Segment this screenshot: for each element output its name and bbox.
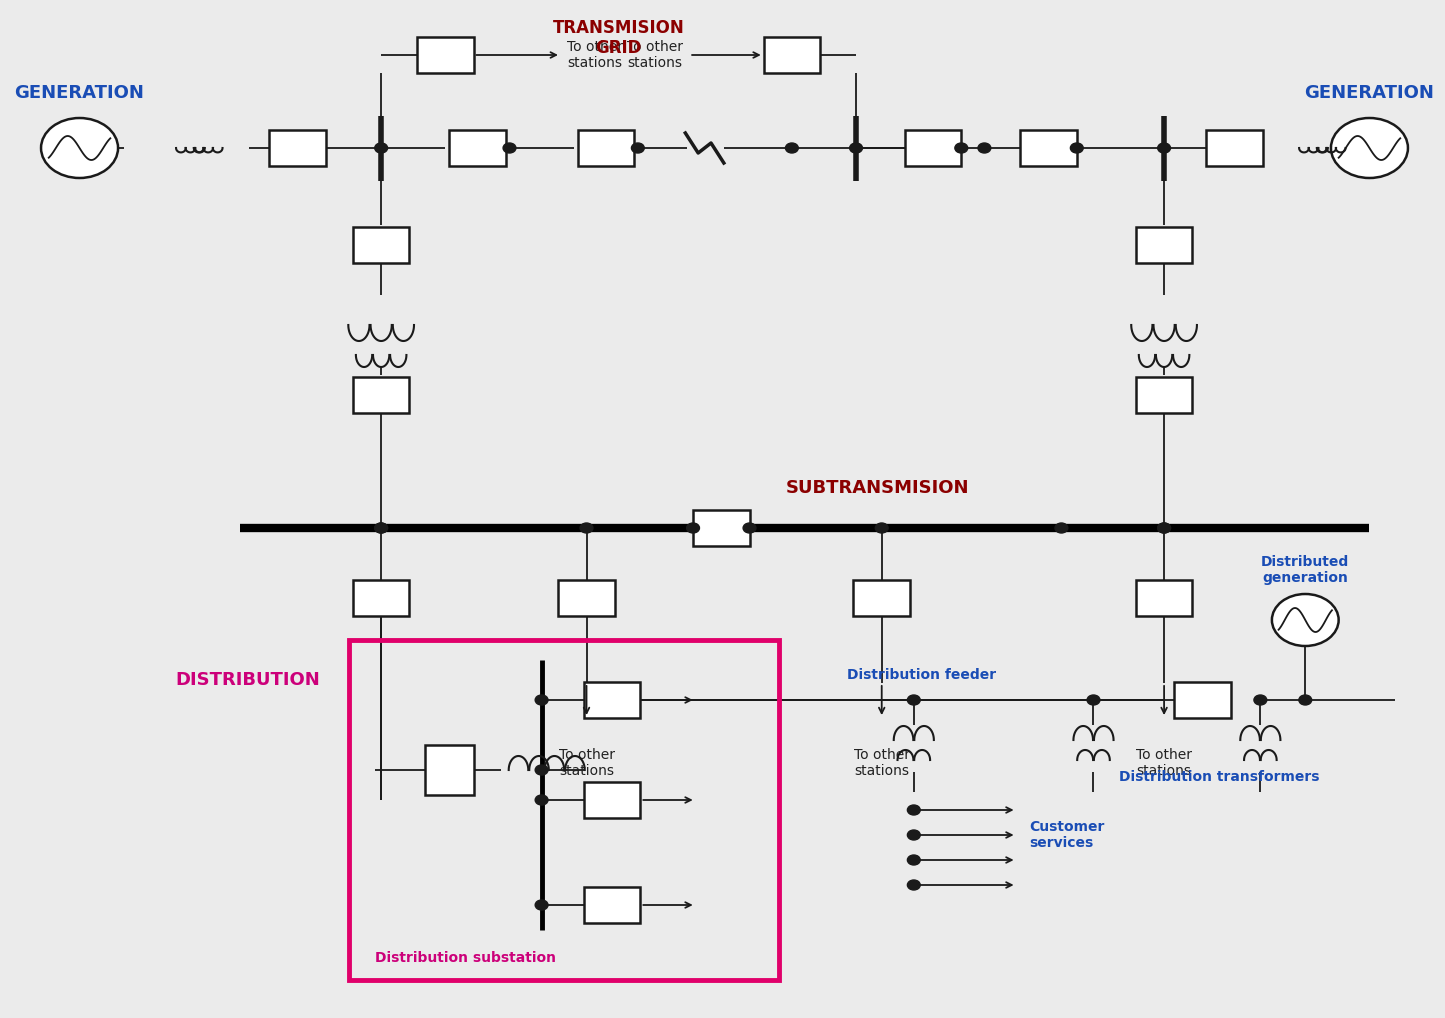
Circle shape — [1071, 143, 1084, 153]
Bar — [694, 510, 750, 546]
Bar — [353, 580, 409, 616]
Circle shape — [907, 855, 920, 865]
Bar — [584, 887, 640, 923]
Circle shape — [1254, 695, 1267, 705]
Text: Customer
services: Customer services — [1029, 819, 1104, 850]
Bar — [350, 640, 779, 980]
Text: Distributed
generation: Distributed generation — [1261, 555, 1350, 585]
Circle shape — [786, 143, 798, 153]
Circle shape — [535, 900, 548, 910]
Circle shape — [907, 805, 920, 815]
Circle shape — [374, 523, 387, 533]
Circle shape — [535, 765, 548, 775]
Bar — [418, 37, 474, 73]
Bar — [270, 130, 327, 166]
Text: SUBTRANSMISION: SUBTRANSMISION — [786, 479, 970, 497]
Text: To other
stations: To other stations — [627, 40, 683, 70]
Text: To other
stations: To other stations — [559, 748, 614, 778]
Circle shape — [1331, 118, 1407, 178]
Circle shape — [876, 523, 889, 533]
Circle shape — [1157, 523, 1170, 533]
Circle shape — [686, 523, 699, 533]
Circle shape — [631, 143, 644, 153]
Circle shape — [1272, 593, 1338, 646]
Circle shape — [1055, 523, 1068, 533]
Bar — [1136, 227, 1192, 263]
Text: Distribution transformers: Distribution transformers — [1120, 770, 1319, 784]
Circle shape — [374, 523, 387, 533]
Circle shape — [907, 830, 920, 840]
Circle shape — [374, 143, 387, 153]
Text: Distribution substation: Distribution substation — [374, 951, 556, 965]
Bar — [353, 377, 409, 413]
Bar — [1175, 682, 1231, 718]
Bar — [353, 227, 409, 263]
Circle shape — [40, 118, 118, 178]
Circle shape — [907, 880, 920, 890]
Circle shape — [907, 695, 920, 705]
Text: TRANSMISION
GRID: TRANSMISION GRID — [553, 18, 685, 57]
Text: To other
stations: To other stations — [854, 748, 910, 778]
Text: Distribution feeder: Distribution feeder — [847, 668, 996, 682]
Bar — [578, 130, 634, 166]
Circle shape — [503, 143, 516, 153]
Circle shape — [535, 695, 548, 705]
Bar — [449, 130, 506, 166]
Bar — [854, 580, 910, 616]
Bar — [584, 682, 640, 718]
Bar — [763, 37, 821, 73]
Circle shape — [1087, 695, 1100, 705]
Circle shape — [579, 523, 592, 533]
Text: GENERATION: GENERATION — [14, 84, 144, 102]
Circle shape — [1157, 143, 1170, 153]
Circle shape — [1299, 695, 1312, 705]
Circle shape — [535, 795, 548, 805]
Bar — [1020, 130, 1077, 166]
Circle shape — [743, 523, 756, 533]
Text: DISTRIBUTION: DISTRIBUTION — [176, 671, 321, 689]
Bar — [558, 580, 614, 616]
Circle shape — [955, 143, 968, 153]
Text: To other
stations: To other stations — [568, 40, 623, 70]
Text: GENERATION: GENERATION — [1305, 84, 1435, 102]
Circle shape — [1157, 523, 1170, 533]
Bar — [1136, 377, 1192, 413]
Bar — [584, 782, 640, 818]
Circle shape — [850, 143, 863, 153]
Bar — [905, 130, 961, 166]
Bar — [1136, 580, 1192, 616]
Bar — [425, 745, 474, 795]
Text: To other
stations: To other stations — [1136, 748, 1192, 778]
Circle shape — [978, 143, 991, 153]
Bar — [1207, 130, 1263, 166]
